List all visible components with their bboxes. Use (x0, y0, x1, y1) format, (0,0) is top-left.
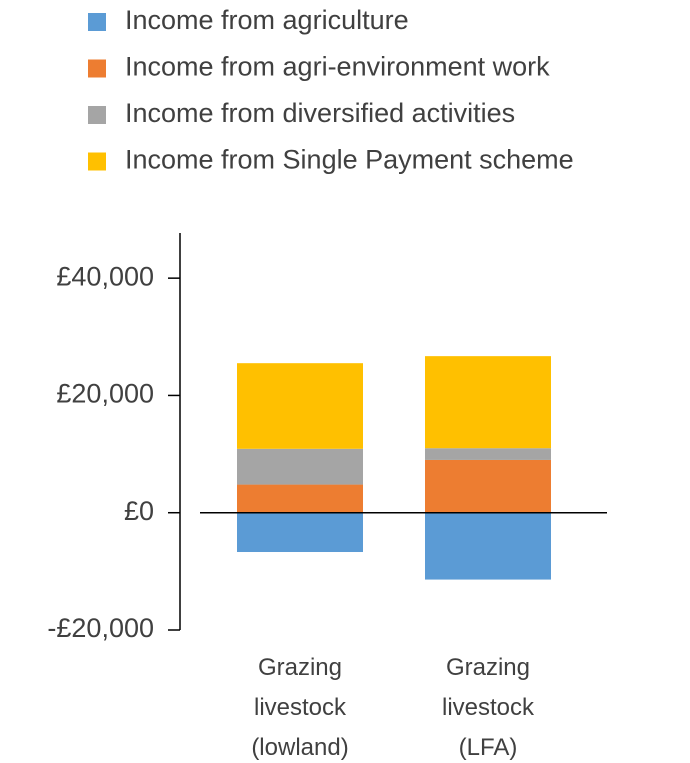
bar-segment (237, 363, 363, 449)
bar-segment (425, 512, 551, 580)
x-tick-label: Grazing livestock (lowland) (251, 654, 349, 761)
bar-segment (237, 484, 363, 513)
legend-label: Income from Single Payment scheme (125, 145, 574, 175)
y-tick-label: £20,000 (56, 379, 154, 409)
x-tick-label: Grazing livestock (LFA) (441, 654, 535, 761)
legend-swatch (88, 59, 106, 78)
legend-swatch (88, 106, 106, 124)
y-tick-label: £0 (124, 496, 154, 526)
bar-segment (425, 448, 551, 460)
bar-segment (425, 459, 551, 513)
y-tick-label: £40,000 (56, 261, 154, 291)
bar-segment (237, 448, 363, 485)
bar-segment (425, 356, 551, 449)
legend-label: Income from agriculture (125, 5, 409, 35)
legend-swatch (88, 13, 106, 31)
y-tick-label: -£20,000 (47, 613, 154, 643)
bar-segment (237, 512, 363, 553)
legend-label: Income from agri-environment work (125, 52, 550, 82)
legend-swatch (88, 152, 106, 171)
legend-label: Income from diversified activities (125, 98, 515, 128)
